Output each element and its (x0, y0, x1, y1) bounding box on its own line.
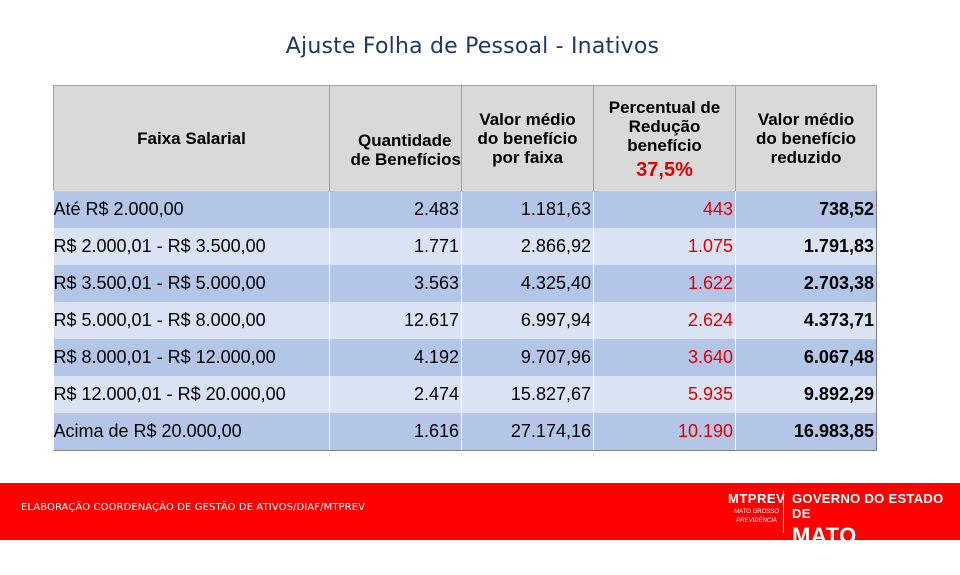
cell-faixa: R$ 12.000,01 - R$ 20.000,00 (53, 376, 330, 413)
percentual-value: 37,5% (636, 158, 693, 181)
cell-valor-reduzido: 1.791,83 (735, 228, 877, 265)
cell-reducao: 1.075 (593, 228, 736, 265)
cell-reducao: 3.640 (593, 339, 736, 376)
table-row: R$ 8.000,01 - R$ 12.000,00 4.192 9.707,9… (53, 339, 877, 376)
cell-quantidade: 1.616 (329, 413, 462, 451)
cell-valor-reduzido: 16.983,85 (735, 413, 877, 451)
table-row: R$ 3.500,01 - R$ 5.000,00 3.563 4.325,40… (53, 265, 877, 302)
logo-divider (783, 491, 784, 533)
inativos-table: Faixa Salarial Quantidade de Benefícios … (53, 85, 877, 451)
cell-valor-medio: 27.174,16 (461, 413, 594, 451)
mtprev-logo: MTPREV MATO GROSSO PREVIDÊNCIA (728, 491, 786, 524)
cell-faixa: R$ 3.500,01 - R$ 5.000,00 (53, 265, 330, 302)
header-percentual: Percentual de Redução benefício 37,5% (593, 85, 736, 191)
cell-faixa: Acima de R$ 20.000,00 (53, 413, 330, 451)
footer-bar: ELABORAÇÃO COORDENAÇÃO DE GESTÃO DE ATIV… (0, 483, 960, 574)
footer-credit: ELABORAÇÃO COORDENAÇÃO DE GESTÃO DE ATIV… (21, 502, 366, 513)
governo-mt-logo: GOVERNO DO ESTADO DE MATO GROSSO (792, 491, 944, 574)
cell-quantidade: 2.474 (329, 376, 462, 413)
table-row: Acima de R$ 20.000,00 1.616 27.174,16 10… (53, 413, 877, 451)
cell-reducao: 443 (593, 191, 736, 228)
cell-valor-reduzido: 4.373,71 (735, 302, 877, 339)
cell-quantidade: 3.563 (329, 265, 462, 302)
table-row: R$ 12.000,01 - R$ 20.000,00 2.474 15.827… (53, 376, 877, 413)
cell-valor-medio: 1.181,63 (461, 191, 594, 228)
table-row: R$ 5.000,01 - R$ 8.000,00 12.617 6.997,9… (53, 302, 877, 339)
cell-quantidade: 4.192 (329, 339, 462, 376)
table-row: Até R$ 2.000,00 2.483 1.181,63 443 738,5… (53, 191, 877, 228)
cell-faixa: R$ 8.000,01 - R$ 12.000,00 (53, 339, 330, 376)
header-valor-reduzido: Valor médio do benefício reduzido (735, 85, 877, 191)
header-quantidade: Quantidade de Benefícios (329, 85, 462, 191)
cell-valor-reduzido: 2.703,38 (735, 265, 877, 302)
cell-valor-medio: 6.997,94 (461, 302, 594, 339)
cell-quantidade: 1.771 (329, 228, 462, 265)
cell-reducao: 10.190 (593, 413, 736, 451)
cell-quantidade: 2.483 (329, 191, 462, 228)
cell-faixa: Até R$ 2.000,00 (53, 191, 330, 228)
cell-valor-reduzido: 738,52 (735, 191, 877, 228)
cell-valor-reduzido: 9.892,29 (735, 376, 877, 413)
cell-valor-medio: 4.325,40 (461, 265, 594, 302)
cell-faixa: R$ 2.000,01 - R$ 3.500,00 (53, 228, 330, 265)
header-faixa: Faixa Salarial (53, 85, 330, 191)
cell-faixa: R$ 5.000,01 - R$ 8.000,00 (53, 302, 330, 339)
table-row: R$ 2.000,01 - R$ 3.500,00 1.771 2.866,92… (53, 228, 877, 265)
cell-valor-reduzido: 6.067,48 (735, 339, 877, 376)
page-title: Ajuste Folha de Pessoal - Inativos (285, 34, 660, 59)
cell-quantidade: 12.617 (329, 302, 462, 339)
table-header-row: Faixa Salarial Quantidade de Benefícios … (53, 85, 877, 191)
cell-reducao: 2.624 (593, 302, 736, 339)
cell-valor-medio: 15.827,67 (461, 376, 594, 413)
cell-reducao: 5.935 (593, 376, 736, 413)
header-valor-medio: Valor médio do benefício por faixa (461, 85, 594, 191)
cell-valor-medio: 9.707,96 (461, 339, 594, 376)
cell-reducao: 1.622 (593, 265, 736, 302)
cell-valor-medio: 2.866,92 (461, 228, 594, 265)
